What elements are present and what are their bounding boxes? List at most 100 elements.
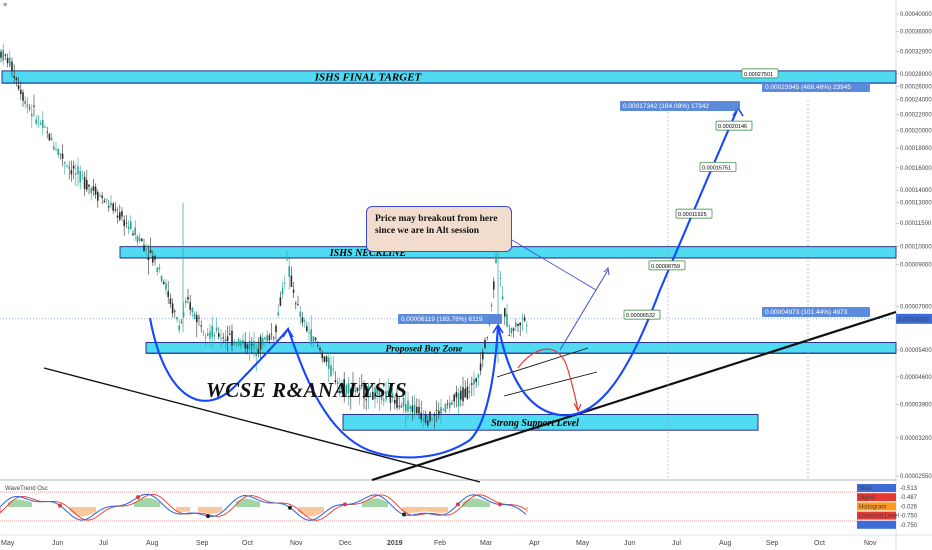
candle-body — [50, 137, 53, 140]
hist-bar — [526, 507, 528, 513]
y-tick-label: 0.00016000 — [900, 166, 932, 172]
signal-line — [0, 493, 527, 521]
candle-body — [251, 344, 253, 345]
hist-bar — [150, 498, 152, 507]
candle-body — [314, 337, 317, 340]
hist-bar — [446, 507, 448, 512]
candle-body — [105, 199, 108, 201]
candle-body — [295, 303, 297, 305]
hist-bar — [214, 507, 216, 514]
candle-body — [116, 215, 119, 218]
cross-dot — [343, 502, 347, 507]
x-tick-label: Feb — [434, 540, 446, 547]
candle-body — [235, 343, 238, 345]
support-trendline — [371, 310, 897, 482]
candle-body — [207, 333, 209, 336]
candle-body — [108, 206, 110, 208]
hist-bar — [414, 507, 416, 513]
candle-body — [462, 387, 464, 402]
hist-bar — [80, 507, 82, 517]
hist-bar — [208, 507, 210, 514]
y-tick-label: 0.00009000 — [900, 262, 932, 268]
candle-body — [57, 148, 59, 155]
hist-bar — [410, 507, 412, 513]
hist-bar — [370, 499, 372, 507]
projection-box — [715, 120, 753, 131]
hist-bar — [86, 507, 88, 516]
y-tick-label: 0.00002550 — [900, 474, 932, 480]
candle-body — [420, 412, 422, 420]
hist-bar — [238, 500, 240, 507]
hist-bar — [428, 507, 430, 512]
candle-body — [394, 399, 396, 404]
legend-tag — [857, 502, 896, 511]
candle-body — [48, 133, 51, 141]
hist-bar — [182, 507, 184, 512]
candle-body — [132, 233, 134, 236]
measure-label: 0.00006119 (183.78%) 6119 — [401, 316, 483, 323]
candle-body — [224, 339, 227, 342]
hist-bar — [88, 507, 90, 516]
candle-body — [237, 339, 240, 346]
hist-bar — [438, 507, 440, 513]
candle-body — [246, 344, 249, 349]
x-tick-label: Jun — [624, 540, 635, 547]
candle-body — [490, 304, 493, 307]
y-tick-label: 0.00005400 — [900, 348, 932, 354]
candle-body — [198, 317, 200, 319]
candle-body — [13, 76, 15, 78]
x-tick-label: Nov — [290, 540, 303, 547]
candle-body — [506, 313, 508, 328]
candle-body — [55, 149, 57, 151]
candle-body — [193, 313, 196, 319]
resistance-line — [43, 367, 481, 483]
candle-body — [299, 311, 301, 317]
hist-bar — [30, 502, 32, 507]
candle-body — [385, 391, 387, 400]
candle-body — [211, 326, 213, 337]
candle-body — [171, 303, 174, 314]
candle-body — [317, 345, 319, 346]
hist-bar — [304, 507, 306, 516]
hist-bar — [134, 501, 136, 507]
candle-body — [281, 288, 284, 295]
candle-body — [451, 403, 453, 405]
x-tick-label: Oct — [814, 540, 825, 547]
candle-body — [416, 406, 418, 414]
hist-bar — [368, 499, 370, 507]
candle-body — [396, 394, 398, 408]
cross-dot — [402, 512, 406, 517]
candle-body — [165, 283, 167, 290]
candle-body — [35, 119, 37, 124]
candle-body — [398, 406, 400, 407]
menu-icon[interactable]: ≡ — [3, 2, 8, 9]
projection-label: 0.00020146 — [718, 124, 747, 130]
candle-body — [22, 92, 24, 101]
hist-bar — [408, 507, 410, 513]
candle-body — [88, 184, 90, 187]
candle-body — [464, 388, 466, 398]
candle-body — [257, 349, 260, 354]
candle-body — [442, 409, 444, 410]
candle-body — [189, 302, 191, 310]
hist-bar — [470, 498, 472, 507]
candle-body — [20, 89, 22, 95]
hist-bar — [318, 507, 320, 515]
hist-bar — [474, 498, 476, 507]
candle-body — [367, 386, 370, 398]
candle-body — [15, 77, 18, 81]
candle-body — [484, 339, 486, 348]
candle-body — [103, 200, 106, 203]
candle-body — [521, 317, 524, 319]
candle-body — [114, 209, 117, 211]
candle-body — [435, 409, 438, 411]
hist-bar — [484, 500, 486, 507]
hist-bar — [142, 498, 144, 507]
candle-body — [413, 404, 416, 416]
candle-body — [130, 221, 132, 230]
legend-value: -0.487 — [900, 495, 918, 501]
candle-body — [97, 191, 99, 201]
legend-value: -0.026 — [900, 504, 918, 510]
